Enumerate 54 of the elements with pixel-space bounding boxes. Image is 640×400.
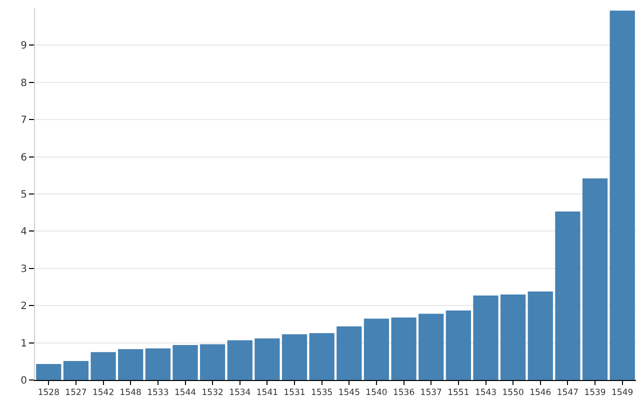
x-tick-label: 1527 — [65, 388, 87, 398]
bar — [610, 10, 635, 380]
x-tick-label: 1548 — [120, 388, 142, 398]
y-tick-label: 6 — [20, 152, 27, 164]
bar — [118, 349, 144, 380]
x-tick-label: 1528 — [38, 388, 60, 398]
x-tick-label: 1544 — [174, 388, 196, 398]
bar — [309, 333, 334, 380]
x-tick-label: 1532 — [202, 388, 224, 398]
y-tick-label: 0 — [20, 376, 27, 386]
y-tick-label: 5 — [20, 190, 27, 200]
x-tick-label: 1537 — [420, 388, 442, 398]
bar — [336, 326, 362, 380]
bar — [172, 345, 198, 380]
x-tick-label: 1531 — [284, 388, 306, 398]
bar — [446, 310, 471, 380]
x-tick-label: 1533 — [147, 388, 169, 398]
x-tick-label: 1541 — [256, 388, 278, 398]
bar — [254, 338, 280, 380]
x-tick-label: 1539 — [584, 388, 606, 398]
x-tick-label: 1535 — [311, 388, 333, 398]
y-tick-label: 7 — [20, 115, 27, 126]
y-tick-label: 2 — [20, 301, 27, 312]
x-tick-label: 1549 — [612, 388, 634, 398]
x-tick-label: 1540 — [366, 388, 388, 398]
x-tick-label: 1551 — [448, 388, 470, 398]
bar — [36, 364, 62, 380]
bar — [282, 334, 308, 380]
x-tick-label: 1536 — [392, 388, 415, 398]
bar — [200, 344, 226, 380]
bar — [145, 348, 170, 380]
x-tick-label: 1547 — [556, 388, 579, 398]
y-tick-label: 4 — [20, 226, 27, 238]
x-tick-label: 1550 — [502, 388, 524, 398]
x-tick-label: 1542 — [92, 388, 114, 398]
x-tick-label: 1543 — [474, 388, 497, 398]
bar — [90, 352, 116, 380]
bar — [528, 291, 553, 380]
bar — [364, 318, 390, 380]
bar — [418, 314, 444, 380]
bar — [500, 294, 526, 380]
y-tick-label: 1 — [20, 338, 27, 350]
bar — [391, 318, 416, 380]
bar — [555, 211, 580, 380]
y-tick-label: 3 — [20, 264, 27, 275]
y-tick-label: 8 — [20, 78, 27, 89]
y-tick-label: 9 — [20, 40, 27, 52]
bar — [63, 361, 89, 380]
x-tick-label: 1534 — [229, 388, 251, 398]
bar — [473, 296, 498, 380]
x-tick-label: 1545 — [338, 388, 360, 398]
bar — [227, 340, 252, 380]
x-tick-label: 1546 — [530, 388, 552, 398]
bar — [582, 178, 608, 380]
